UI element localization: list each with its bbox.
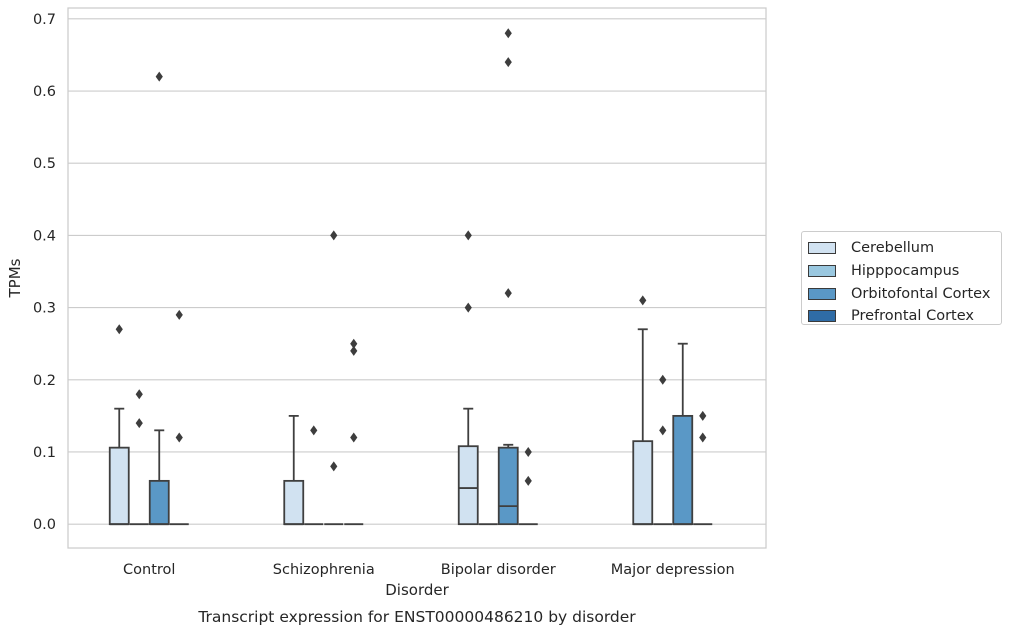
- outlier-point: [659, 425, 667, 436]
- outlier-point: [524, 475, 532, 486]
- outlier-point: [504, 288, 512, 299]
- legend-item-orbitofrontal-cortex: Orbitofontal Cortex: [808, 282, 1001, 305]
- y-tick-label: 0.6: [33, 84, 56, 100]
- legend: Cerebellum Hipppocampus Orbitofontal Cor…: [801, 231, 1002, 325]
- box-body: [283, 479, 305, 526]
- legend-swatch-cerebellum: [808, 242, 836, 255]
- y-tick-label: 0.5: [33, 156, 56, 172]
- legend-item-prefrontal-cortex: Prefrontal Cortex: [808, 305, 1001, 328]
- plot-area-frame: [67, 7, 767, 549]
- outlier-point: [175, 432, 183, 443]
- outlier-point: [639, 295, 647, 306]
- box-body: [632, 440, 654, 526]
- x-tick-labels: Control Schizophrenia Bipolar disorder Majo…: [123, 562, 735, 578]
- legend-item-hippocampus: Hipppocampus: [808, 260, 1001, 283]
- box-body: [108, 446, 130, 526]
- outlier-point: [659, 374, 667, 385]
- box-body: [497, 446, 519, 526]
- y-axis-label: TPMs: [6, 258, 24, 298]
- y-tick-label: 0.7: [33, 12, 56, 28]
- x-tick-label: Major depression: [611, 562, 735, 578]
- box-cerebellum-schizophrenia: [283, 414, 305, 526]
- x-tick-label: Bipolar disorder: [441, 562, 556, 578]
- outlier-point: [699, 432, 707, 443]
- y-tick-label: 0.0: [33, 517, 56, 533]
- outlier-point: [155, 71, 163, 82]
- outlier-point: [350, 432, 358, 443]
- x-tick-label: Control: [123, 562, 175, 578]
- y-tick-label: 0.2: [33, 373, 56, 389]
- box-orbitofontal-cortex-control: [148, 429, 170, 526]
- outlier-point: [350, 345, 358, 356]
- outlier-point: [464, 302, 472, 313]
- y-tick-label: 0.1: [33, 445, 56, 461]
- legend-label-hippocampus: Hipppocampus: [851, 263, 960, 280]
- outlier-point: [135, 418, 143, 429]
- legend-swatch-orbitofrontal-cortex: [808, 287, 836, 300]
- outlier-point: [504, 28, 512, 39]
- outlier-points: [115, 28, 707, 486]
- legend-label-orbitofrontal-cortex: Orbitofontal Cortex: [851, 285, 991, 302]
- grid-lines: [68, 18, 766, 525]
- box-body: [457, 445, 479, 526]
- boxes: [108, 328, 713, 526]
- outlier-point: [464, 230, 472, 241]
- legend-label-prefrontal-cortex: Prefrontal Cortex: [851, 308, 974, 325]
- box-cerebellum-bipolar-disorder: [457, 407, 479, 526]
- outlier-point: [524, 446, 532, 457]
- outlier-point: [115, 324, 123, 335]
- outlier-point: [175, 309, 183, 320]
- outlier-point: [330, 461, 338, 472]
- legend-swatch-hippocampus: [808, 265, 836, 278]
- box-orbitofontal-cortex-bipolar-disorder: [497, 443, 519, 526]
- legend-label-cerebellum: Cerebellum: [851, 240, 935, 257]
- outlier-point: [350, 338, 358, 349]
- box-cerebellum-control: [108, 407, 130, 526]
- outlier-point: [330, 230, 338, 241]
- chart-caption: Transcript expression for ENST0000048621…: [197, 608, 636, 626]
- y-tick-label: 0.3: [33, 301, 56, 317]
- outlier-point: [699, 410, 707, 421]
- outlier-point: [310, 425, 318, 436]
- x-axis-label: Disorder: [385, 581, 449, 599]
- box-body: [148, 479, 170, 526]
- y-tick-labels: 0.0 0.1 0.2 0.3 0.4 0.5 0.6 0.7: [33, 12, 56, 533]
- y-tick-label: 0.4: [33, 228, 56, 244]
- outlier-point: [135, 389, 143, 400]
- legend-swatch-prefrontal-cortex: [808, 310, 836, 323]
- outlier-point: [504, 57, 512, 68]
- legend-item-cerebellum: Cerebellum: [808, 237, 1001, 260]
- box-body: [672, 414, 694, 526]
- box-cerebellum-major-depression: [632, 328, 654, 526]
- x-tick-label: Schizophrenia: [273, 562, 375, 578]
- box-orbitofontal-cortex-major-depression: [672, 342, 694, 526]
